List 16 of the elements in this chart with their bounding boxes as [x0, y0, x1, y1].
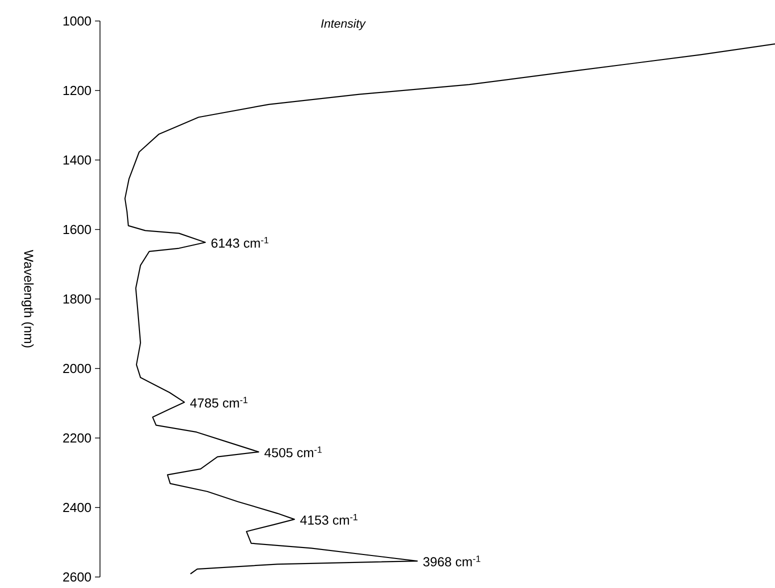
x-axis-title: Intensity	[321, 18, 366, 30]
y-tick-label: 1600	[64, 224, 91, 234]
annotation: 6143 cm$^{-1}$	[211, 236, 268, 248]
y-tick-label: 1000	[64, 16, 91, 26]
annotation: 4785 cm$^{-1}$	[190, 396, 248, 408]
y-tick-label: 1400	[64, 155, 91, 165]
y-tick-label: 2200	[63, 433, 91, 443]
annotation: 3968 cm$^{-1}$	[423, 556, 480, 566]
y-tick-label: 2000	[63, 364, 91, 374]
annotation: 4153 cm$^{-1}$	[300, 514, 358, 525]
y-tick-label: 1800	[64, 294, 91, 304]
y-axis-title: Wavelength (nm)	[22, 250, 34, 348]
annotation: 4505 cm$^{-1}$	[264, 446, 322, 458]
y-tick-label: 2600	[63, 572, 91, 582]
y-tick-label: 2400	[63, 502, 91, 512]
y-tick-label: 1200	[64, 86, 91, 96]
